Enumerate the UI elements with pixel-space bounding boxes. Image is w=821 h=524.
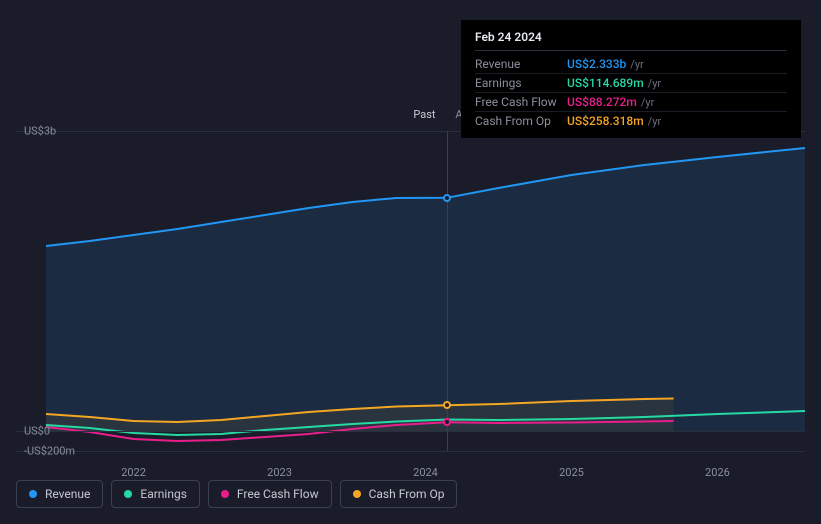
legend-dot-icon [353,490,361,498]
legend-label: Free Cash Flow [237,487,319,501]
legend-dot-icon [29,490,37,498]
series-marker [443,194,451,202]
plot-area[interactable]: US$3bUS$0-US$200m 20222023202420252026 P… [16,131,805,451]
tooltip-metric-value: US$258.318m [567,114,644,128]
tooltip-metric-unit: /yr [648,115,661,128]
legend-item-cfo[interactable]: Cash From Op [340,480,458,508]
tooltip-metric-label: Cash From Op [475,114,567,128]
legend-item-earnings[interactable]: Earnings [111,480,200,508]
tooltip-row: EarningsUS$114.689m/yr [475,74,787,93]
gridline [16,451,805,452]
tooltip-row: Cash From OpUS$258.318m/yr [475,112,787,130]
x-axis-label: 2023 [267,466,292,479]
tooltip-row: RevenueUS$2.333b/yr [475,55,787,74]
legend-label: Revenue [45,487,90,501]
chart-lines [16,131,805,451]
tooltip-metric-label: Free Cash Flow [475,95,567,109]
x-axis-label: 2024 [413,466,438,479]
gridline [16,431,805,432]
financial-chart: Feb 24 2024 RevenueUS$2.333b/yrEarningsU… [16,16,805,508]
tooltip-metric-label: Earnings [475,76,567,90]
tooltip-row: Free Cash FlowUS$88.272m/yr [475,93,787,112]
tooltip-metric-label: Revenue [475,57,567,71]
hover-tooltip: Feb 24 2024 RevenueUS$2.333b/yrEarningsU… [461,20,801,138]
y-axis-label: US$0 [24,425,50,438]
y-axis-label: US$3b [24,125,56,138]
tooltip-metric-value: US$88.272m [567,95,637,109]
legend-item-fcf[interactable]: Free Cash Flow [208,480,332,508]
tooltip-metric-unit: /yr [641,96,654,109]
tooltip-metric-unit: /yr [648,77,661,90]
series-marker [443,401,451,409]
legend-dot-icon [221,490,229,498]
legend-label: Earnings [140,487,187,501]
x-axis-label: 2022 [121,466,146,479]
x-axis-label: 2026 [705,466,730,479]
x-axis-label: 2025 [559,466,584,479]
legend-dot-icon [124,490,132,498]
tooltip-date: Feb 24 2024 [475,30,787,51]
tooltip-metric-unit: /yr [630,58,643,71]
legend-item-revenue[interactable]: Revenue [16,480,103,508]
y-axis-label: -US$200m [24,445,75,458]
tooltip-metric-value: US$114.689m [567,76,644,90]
legend-label: Cash From Op [369,487,445,501]
series-marker [443,418,451,426]
legend: Revenue Earnings Free Cash Flow Cash From O… [16,480,457,508]
past-label: Past [413,108,435,121]
tooltip-metric-value: US$2.333b [567,57,626,71]
